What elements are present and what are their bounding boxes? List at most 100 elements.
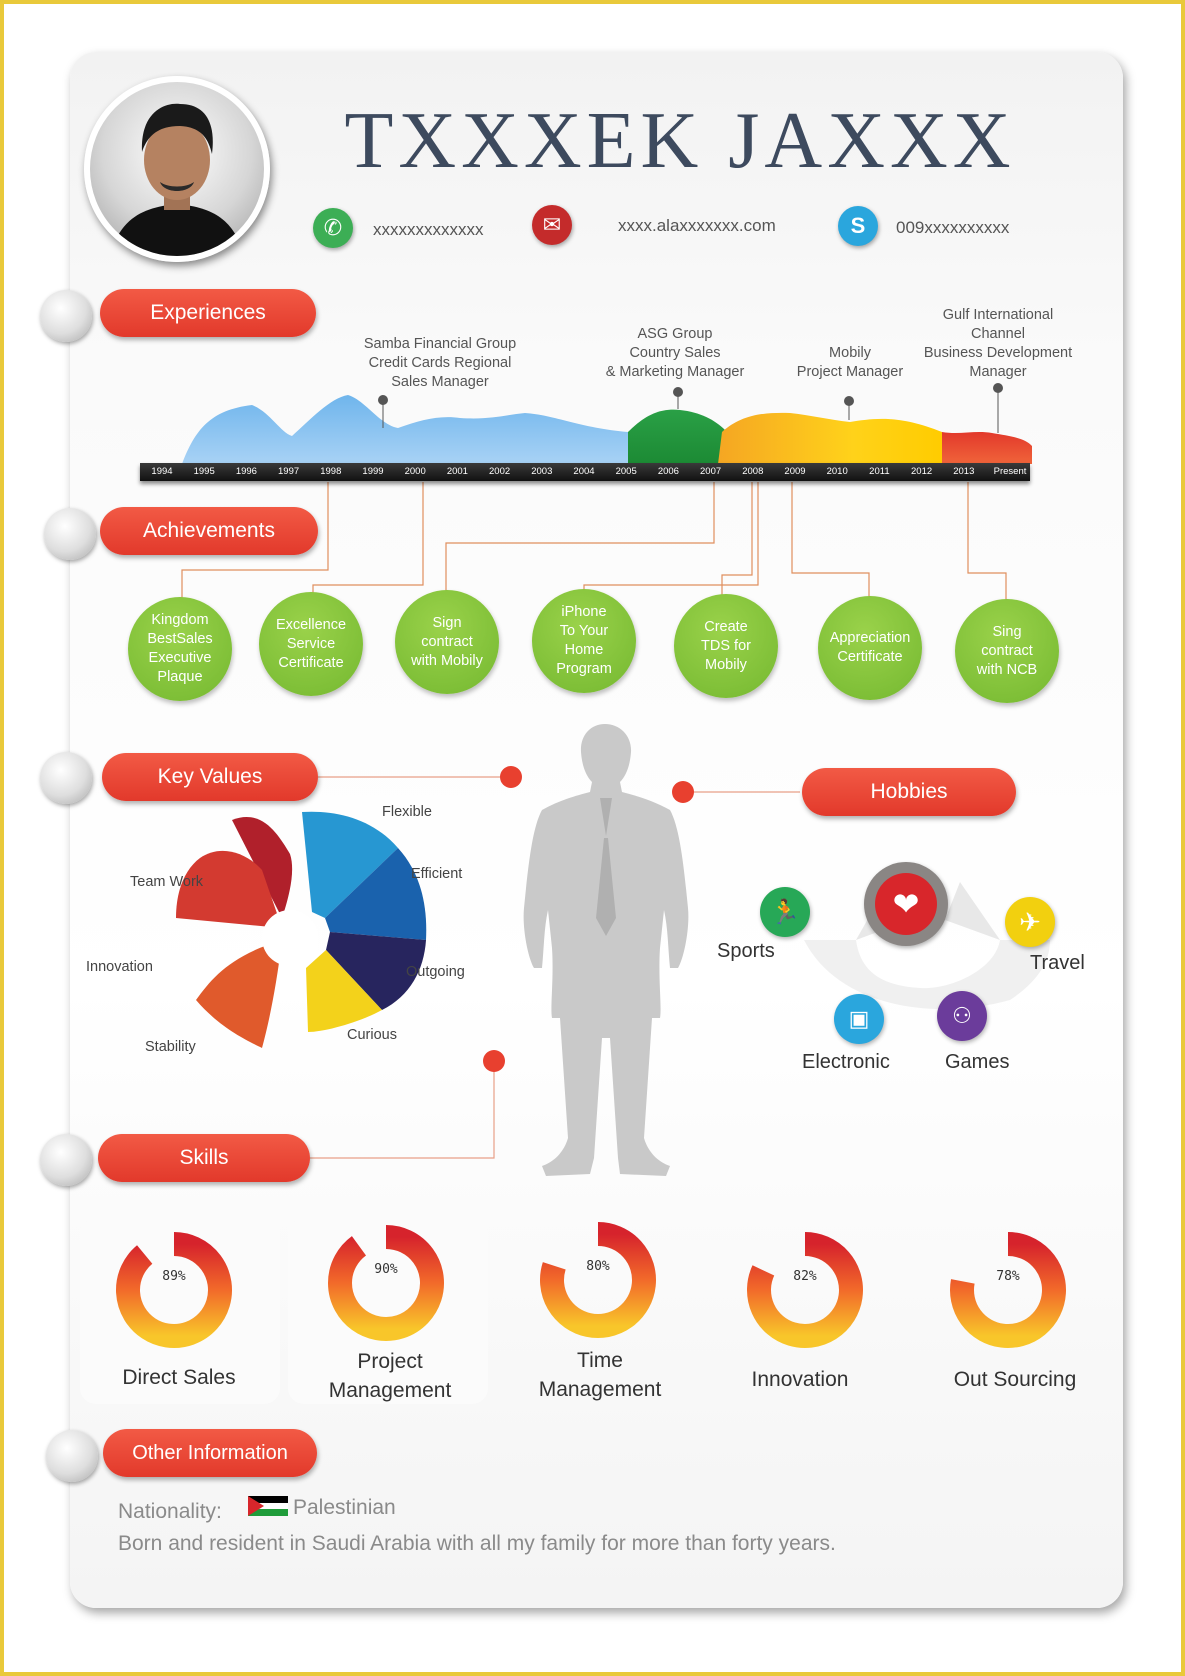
phone-number: xxxxxxxxxxxxx <box>373 220 484 239</box>
timeline-year: 2006 <box>657 466 679 477</box>
key-value-label-outgoing: Outgoing <box>406 964 465 980</box>
timeline-year: 2004 <box>573 466 595 477</box>
timeline-year: 2010 <box>826 466 848 477</box>
timeline-year: 1996 <box>235 466 257 477</box>
timeline-year: 2003 <box>531 466 553 477</box>
phone-icon: ✆ <box>313 208 353 248</box>
timeline-year: 2012 <box>911 466 933 477</box>
nationality-value: Palestinian <box>293 1496 396 1519</box>
skill-percent: 89% <box>162 1269 186 1284</box>
hobby-label-travel: Travel <box>1030 952 1085 974</box>
key-value-segment-team-work <box>232 816 293 918</box>
skype-id: 009xxxxxxxxxx <box>896 218 1010 237</box>
section-knob <box>40 290 92 342</box>
key-value-label-innovation: Innovation <box>86 959 153 975</box>
timeline-year: 1994 <box>151 466 173 477</box>
timeline-year: 2013 <box>953 466 975 477</box>
connector-dot <box>500 766 522 788</box>
key-value-segment-curious <box>306 950 382 1032</box>
tablet-icon: ▣ <box>834 994 884 1044</box>
experience-marker <box>673 387 683 397</box>
key-value-label-team-work: Team Work <box>130 874 204 890</box>
heart-icon-ring: ❤ <box>864 862 948 946</box>
timeline-year: 2009 <box>784 466 806 477</box>
skill-label-direct-sales: Direct Sales <box>122 1366 236 1389</box>
experience-area-samba <box>182 395 628 464</box>
section-knob <box>46 1430 98 1482</box>
full-name: TXXXEK JAXXX <box>344 97 1016 185</box>
heart-icon: ❤ <box>875 873 937 935</box>
timeline-year: 1999 <box>362 466 384 477</box>
profile-photo <box>84 76 270 262</box>
timeline-year: 1997 <box>278 466 300 477</box>
experience-label: Mobily Project Manager <box>796 345 904 380</box>
skill-label-time-management: Time Management <box>538 1349 662 1401</box>
timeline-year: Present <box>993 466 1027 477</box>
hobby-label-sports: Sports <box>717 940 775 962</box>
key-value-label-efficient: Efficient <box>411 866 463 882</box>
skill-ring-arc <box>540 1222 656 1338</box>
skill-percent: 80% <box>586 1259 610 1274</box>
key-value-label-stability: Stability <box>145 1039 196 1055</box>
key-value-segment-flexible <box>302 811 398 918</box>
experience-marker <box>378 395 388 405</box>
avatar <box>110 103 244 256</box>
figure-connectors <box>310 776 800 1159</box>
experience-marker <box>993 383 1003 393</box>
timeline-year: 2008 <box>742 466 764 477</box>
skill-percent: 90% <box>374 1262 398 1277</box>
experience-area-mobily <box>718 412 942 464</box>
other-information-heading: Other Information <box>103 1429 317 1477</box>
experience-area-asg <box>628 409 725 464</box>
hobby-label-games: Games <box>945 1051 1010 1073</box>
section-knob <box>44 508 96 560</box>
timeline-year: 1998 <box>320 466 342 477</box>
achievement-iphone-home: iPhone To Your Home Program <box>532 589 636 693</box>
hobbies-heading: Hobbies <box>802 768 1016 816</box>
bio-text: Born and resident in Saudi Arabia with a… <box>118 1532 836 1555</box>
experience-label: Samba Financial Group Credit Cards Region… <box>363 336 517 390</box>
timeline-year: 2007 <box>700 466 722 477</box>
key-value-label-flexible: Flexible <box>382 804 432 820</box>
timeline-year: 2000 <box>404 466 426 477</box>
timeline-year: 1995 <box>193 466 215 477</box>
businessman-silhouette <box>523 724 689 1176</box>
timeline-year: 2001 <box>446 466 468 477</box>
timeline-axis <box>140 463 1030 481</box>
achievement-sing-ncb: Sing contract with NCB <box>955 599 1059 703</box>
timeline-year: 2011 <box>869 466 890 477</box>
key-values-fan-chart <box>176 811 427 1048</box>
key-value-segment-stability <box>196 940 282 1048</box>
section-knob <box>40 1134 92 1186</box>
mail-icon: ✉ <box>532 205 572 245</box>
key-value-segment-outgoing <box>326 932 426 1010</box>
skill-ring-arc <box>116 1232 232 1348</box>
timeline-year: 2002 <box>489 466 511 477</box>
key-value-segment-efficient <box>325 848 427 940</box>
experience-label: Gulf International Channel Business Develo… <box>923 307 1073 380</box>
skill-label-out-sourcing: Out Sourcing <box>953 1368 1077 1391</box>
timeline-year: 2005 <box>615 466 637 477</box>
gamepad-icon: ⚇ <box>937 991 987 1041</box>
skype-icon: S <box>838 206 878 246</box>
achievement-tds-mobily: Create TDS for Mobily <box>674 594 778 698</box>
connector-dot <box>483 1050 505 1072</box>
hobby-label-electronic: Electronic <box>802 1051 890 1073</box>
achievement-sign-mobily: Sign contract with Mobily <box>395 590 499 694</box>
key-values-heading: Key Values <box>102 753 318 801</box>
nationality-label: Nationality: <box>118 1500 222 1523</box>
skill-label-innovation: Innovation <box>751 1368 849 1391</box>
achievement-appreciation: Appreciation Certificate <box>818 596 922 700</box>
experience-label: ASG Group Country Sales & Marketing Manage… <box>605 326 745 380</box>
experience-marker <box>844 396 854 406</box>
experience-area-gulf <box>942 432 1032 464</box>
achievement-excellence-service: Excellence Service Certificate <box>259 592 363 696</box>
skills-heading: Skills <box>98 1134 310 1182</box>
skill-percent: 78% <box>996 1269 1020 1284</box>
running-icon: 🏃 <box>760 887 810 937</box>
email-address: xxxx.alaxxxxxxx.com <box>618 216 776 235</box>
skill-percent: 82% <box>793 1269 817 1284</box>
skill-ring-arc <box>950 1232 1066 1348</box>
achievement-kingdom-bestsales: Kingdom BestSales Executive Plaque <box>128 597 232 701</box>
